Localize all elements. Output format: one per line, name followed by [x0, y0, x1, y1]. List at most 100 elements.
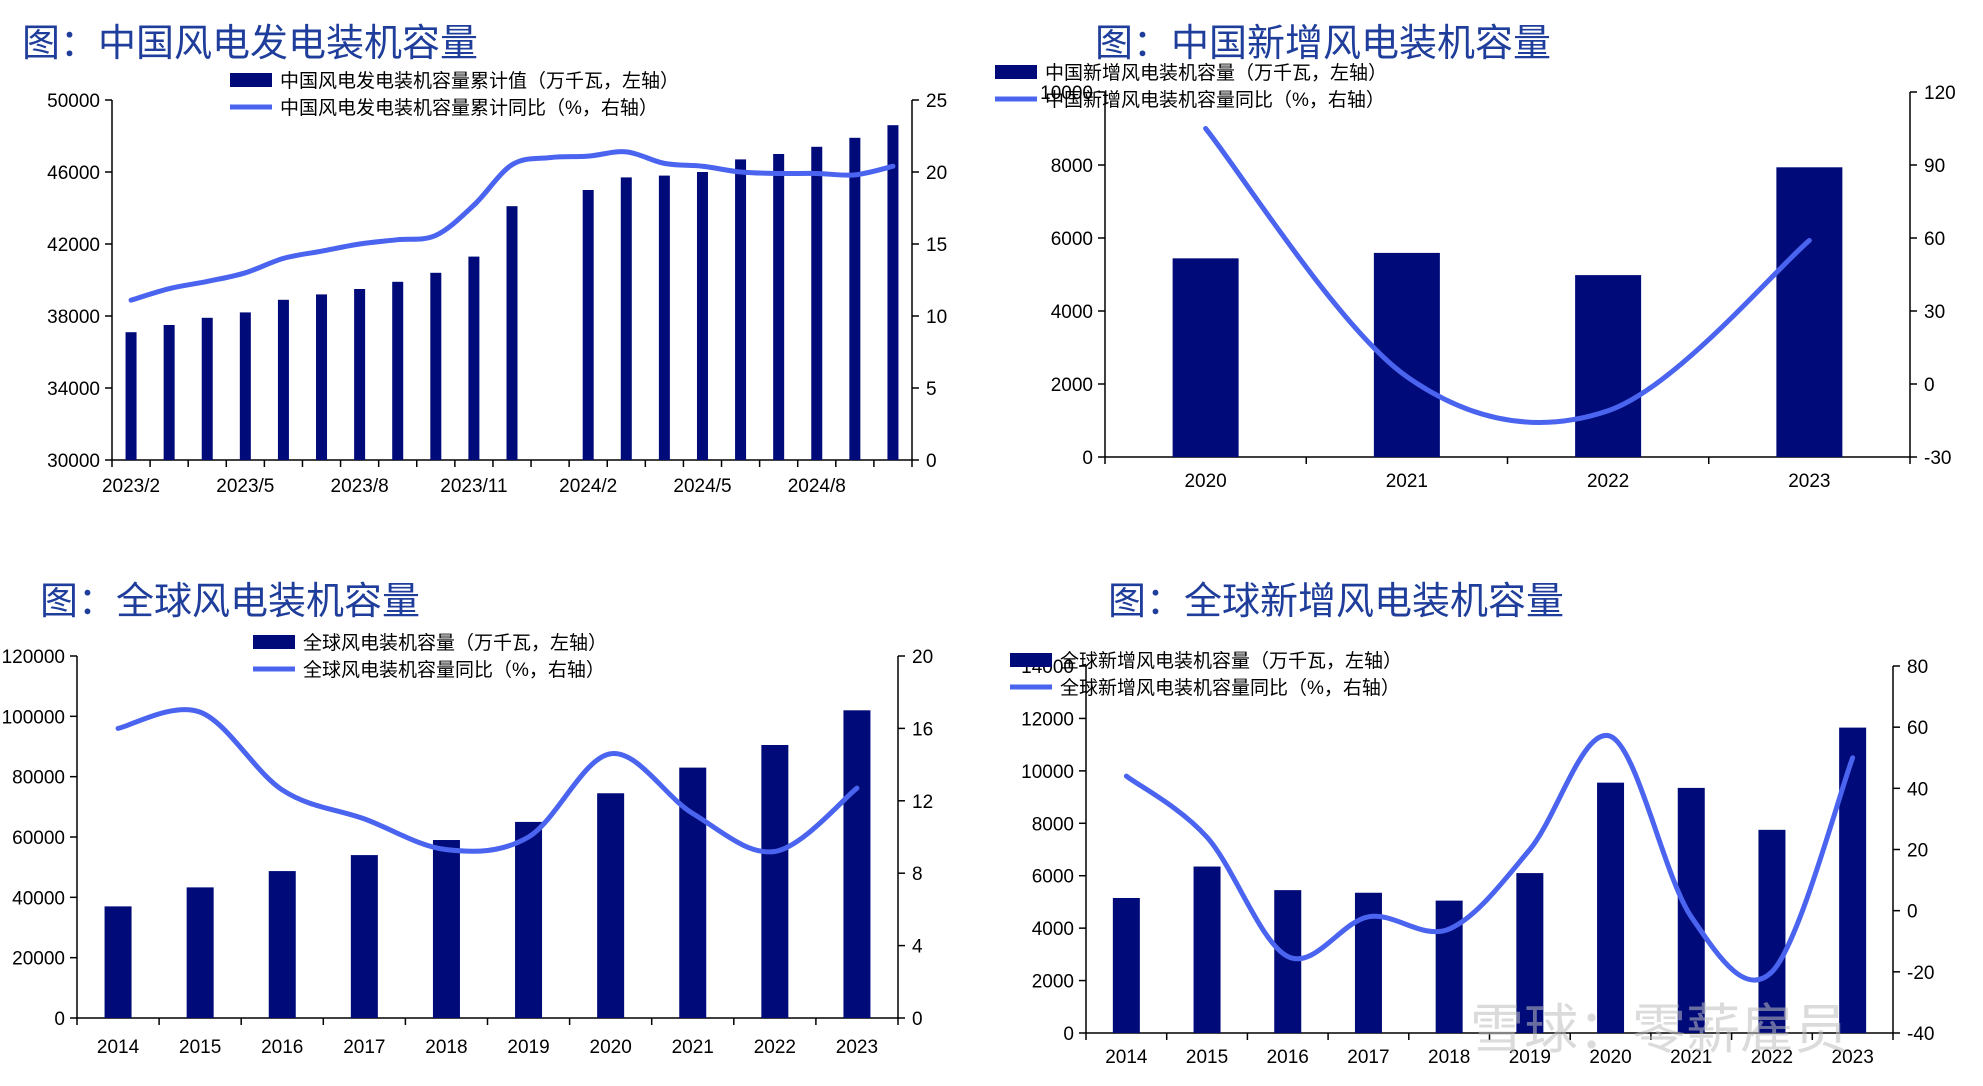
y-tick-label-right: 5	[926, 379, 937, 400]
x-tick-label: 2023	[1788, 471, 1830, 492]
bar	[1516, 873, 1544, 1033]
y-tick-label-left: 6000	[1032, 867, 1074, 888]
y-tick-label-left: 2000	[1051, 375, 1093, 396]
x-tick-label: 2015	[179, 1037, 221, 1058]
chart-title: 图：全球风电装机容量	[40, 579, 421, 623]
y-tick-label-right: 90	[1924, 156, 1945, 177]
legend-swatch-bar	[995, 65, 1037, 79]
bar	[506, 206, 518, 460]
x-tick-label: 2019	[1509, 1047, 1551, 1068]
x-tick-label: 2024/2	[559, 476, 617, 497]
bar	[658, 175, 670, 460]
series-line	[115, 707, 860, 855]
y-tick-label-right: 10	[926, 307, 947, 328]
bar	[1435, 900, 1463, 1033]
bar	[468, 256, 480, 460]
y-tick-label-right: 4	[912, 937, 923, 958]
bar	[1373, 252, 1440, 457]
legend-label-bar: 全球新增风电装机容量（万千瓦，左轴）	[1060, 650, 1402, 672]
x-tick-label: 2016	[1267, 1047, 1309, 1068]
y-tick-label-left: 8000	[1051, 156, 1093, 177]
y-tick-label-right: 0	[1907, 902, 1918, 923]
legend-label-bar: 中国风电发电装机容量累计值（万千瓦，左轴）	[280, 70, 679, 92]
x-tick-label: 2017	[1347, 1047, 1389, 1068]
bar	[735, 159, 747, 460]
bar	[104, 906, 132, 1018]
y-tick-label-left: 60000	[12, 828, 65, 849]
x-tick-label: 2024/8	[788, 476, 846, 497]
bar	[354, 289, 366, 460]
bar	[1776, 167, 1843, 457]
x-tick-label: 2019	[507, 1037, 549, 1058]
x-tick-label: 2020	[1589, 1047, 1631, 1068]
x-tick-label: 2020	[590, 1037, 632, 1058]
x-tick-label: 2016	[261, 1037, 303, 1058]
bar	[1172, 258, 1239, 457]
y-tick-label-right: -20	[1907, 963, 1934, 984]
bar	[277, 299, 289, 460]
bar	[201, 317, 213, 460]
x-tick-label: 2021	[1670, 1047, 1712, 1068]
bar	[350, 855, 378, 1018]
legend-swatch-bar	[1010, 653, 1052, 667]
chart-china-cumulative: 30000 34000 38000 42000 46000 50000 0 5 10 15 20 25…	[47, 70, 947, 497]
y-tick-label-left: 12000	[1021, 709, 1074, 730]
bar	[186, 887, 214, 1018]
y-tick-label-right: 8	[912, 864, 923, 885]
bar	[430, 272, 442, 460]
bar	[1575, 275, 1642, 457]
y-tick-label-left: 38000	[47, 307, 100, 328]
bar	[239, 312, 251, 460]
y-tick-label-left: 8000	[1032, 814, 1074, 835]
bar	[1112, 897, 1140, 1033]
y-tick-label-left: 4000	[1032, 919, 1074, 940]
series-line	[1123, 733, 1856, 983]
bar	[268, 871, 296, 1018]
bar	[597, 793, 625, 1018]
bar	[1597, 782, 1625, 1033]
y-tick-label-right: 80	[1907, 657, 1928, 678]
y-tick-label-right: 60	[1924, 229, 1945, 250]
x-tick-label: 2022	[1751, 1047, 1793, 1068]
legend-swatch-bar	[253, 635, 295, 649]
chart-title: 图：全球新增风电装机容量	[1108, 579, 1565, 623]
y-tick-label-right: 20	[912, 647, 933, 668]
x-tick-label: 2017	[343, 1037, 385, 1058]
bar	[620, 177, 632, 460]
y-tick-label-left: 100000	[2, 707, 65, 728]
legend-label-line: 全球新增风电装机容量同比（%，右轴）	[1060, 677, 1400, 699]
watermark: 雪球：零薪雇员	[1470, 998, 1848, 1061]
y-tick-label-left: 0	[1063, 1024, 1074, 1045]
x-tick-label: 2024/5	[673, 476, 731, 497]
legend-label-bar: 全球风电装机容量（万千瓦，左轴）	[303, 632, 607, 654]
bar	[761, 744, 789, 1018]
y-tick-label-left: 40000	[12, 888, 65, 909]
x-tick-label: 2021	[1386, 471, 1428, 492]
chart-title: 图：中国风电发电装机容量	[22, 21, 479, 65]
legend-swatch-bar	[230, 73, 272, 87]
bar	[811, 146, 823, 461]
y-tick-label-left: 10000	[1040, 83, 1093, 104]
bar	[125, 332, 137, 460]
bar	[1758, 829, 1786, 1033]
bar	[163, 325, 175, 460]
y-tick-label-right: 60	[1907, 718, 1928, 739]
y-tick-label-right: 0	[926, 451, 937, 472]
y-tick-label-left: 0	[54, 1009, 65, 1030]
chart-global-new: 02000400060008000100001200014000-40-2002…	[1010, 650, 1934, 1068]
bar	[696, 172, 708, 460]
bar	[515, 821, 543, 1018]
x-tick-label: 2023/2	[102, 476, 160, 497]
y-tick-label-right: 40	[1907, 779, 1928, 800]
y-tick-label-right: -40	[1907, 1024, 1934, 1045]
chart-china-new: 0 2000 4000 6000 8000 10000 -30 0 30 60 90 120 2020 2…	[995, 62, 1956, 492]
legend-label-line: 全球风电装机容量同比（%，右轴）	[303, 659, 605, 681]
chart-global-cumulative: 0 20000 40000 60000 80000 100000 120000 0 4 8 12 16…	[2, 632, 934, 1058]
x-tick-label: 2018	[1428, 1047, 1470, 1068]
y-tick-label-left: 46000	[47, 163, 100, 184]
y-tick-label-left: 30000	[47, 451, 100, 472]
x-tick-label: 2018	[425, 1037, 467, 1058]
y-tick-label-left: 120000	[2, 647, 65, 668]
bar	[582, 190, 594, 460]
x-tick-label: 2023/11	[440, 476, 507, 497]
